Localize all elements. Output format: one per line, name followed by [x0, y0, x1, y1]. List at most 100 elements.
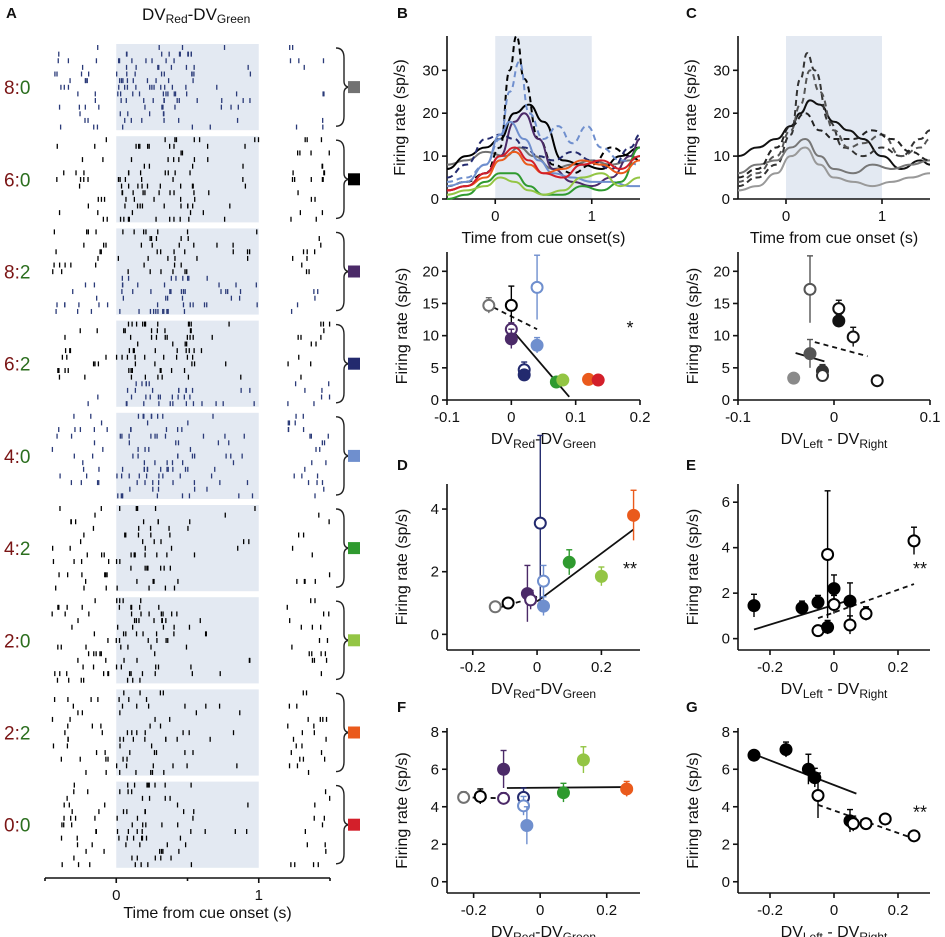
fit-line-solid: [536, 528, 635, 603]
x-tick-label: 1: [878, 208, 886, 225]
data-point: [517, 368, 531, 382]
condition-label: 2:2: [4, 724, 30, 745]
y-tick-label: 6: [431, 761, 439, 778]
stimulus-shading: [116, 689, 259, 776]
data-point: [827, 598, 841, 612]
data-point: [843, 594, 857, 608]
x-axis-label: Time from cue onset (s): [123, 905, 291, 922]
x-tick-label: 0.1: [920, 409, 941, 426]
y-tick-label: 0: [431, 392, 439, 409]
significance-marker: **: [913, 559, 927, 579]
y-axis-label: Firing rate (sp/s): [685, 268, 702, 384]
y-tick-label: 4: [722, 799, 730, 816]
data-point: [556, 786, 570, 800]
y-axis-label: Firing rate (sp/s): [394, 752, 411, 868]
stimulus-shading: [116, 44, 259, 131]
panel-label-c: C: [686, 5, 697, 22]
condition-brace: [335, 416, 351, 496]
y-tick-label: 2: [722, 585, 730, 602]
x-tick-label: 0: [782, 208, 790, 225]
condition-color-swatch: [348, 726, 360, 739]
data-point: [821, 620, 835, 634]
data-point: [795, 601, 809, 615]
x-tick-label: 0: [830, 659, 838, 676]
x-tick-label: 0: [491, 208, 499, 225]
data-point: [801, 762, 815, 776]
x-tick-label: 0.1: [565, 409, 586, 426]
raster-block-5: [51, 413, 329, 499]
x-tick-label: 0: [536, 902, 544, 919]
y-tick-label: 30: [422, 62, 439, 79]
data-point: [501, 596, 515, 610]
y-axis-label: Firing rate (sp/s): [685, 509, 702, 625]
data-point: [803, 282, 817, 296]
data-point: [530, 280, 544, 294]
y-axis-label: Firing rate (sp/s): [394, 509, 411, 625]
condition-label: 8:2: [4, 263, 30, 284]
condition-brace: [335, 692, 351, 773]
condition-color-swatch: [348, 81, 360, 94]
data-point: [846, 330, 860, 344]
significance-marker: *: [626, 318, 633, 338]
y-tick-label: 20: [713, 105, 730, 122]
x-tick-label: 0: [830, 902, 838, 919]
y-tick-label: 6: [722, 761, 730, 778]
data-point: [520, 819, 534, 832]
data-point: [787, 371, 801, 385]
condition-label: 4:0: [4, 447, 30, 468]
condition-brace: [335, 600, 351, 681]
raster-block-8: [51, 690, 328, 775]
x-tick-label: 0: [112, 887, 120, 904]
y-tick-label: 20: [713, 263, 730, 280]
data-point: [870, 374, 884, 388]
y-tick-label: 10: [713, 328, 730, 345]
x-tick-label: -0.2: [460, 659, 486, 676]
data-point: [488, 600, 502, 614]
data-point: [907, 534, 921, 548]
data-point: [473, 789, 487, 803]
y-axis-label: Firing rate (sp/s): [685, 752, 702, 868]
raster-block-1: [54, 45, 325, 130]
x-tick-label: -0.2: [461, 902, 487, 919]
y-tick-label: 0: [722, 392, 730, 409]
y-tick-label: 2: [722, 836, 730, 853]
stimulus-shading: [116, 228, 259, 315]
data-point: [530, 338, 544, 352]
data-point: [537, 574, 550, 588]
y-tick-label: 0: [431, 626, 439, 643]
condition-brace: [335, 508, 351, 588]
psth-line-4-0-solid: [446, 120, 640, 188]
fit-line-dashed: [814, 341, 868, 358]
x-tick-label: 0: [830, 409, 838, 426]
y-tick-label: 10: [422, 148, 439, 165]
condition-brace: [335, 231, 351, 312]
y-tick-label: 4: [431, 799, 439, 816]
panel-label-b: B: [397, 5, 408, 22]
data-point: [779, 743, 793, 757]
panel-f-scatter: 0 2 4 6 8 -0.2 0 0.2 Firing rate (sp/s) DVRed-DVG…: [394, 724, 640, 937]
fit-line-dashed: [817, 804, 915, 840]
condition-label: 2:0: [4, 631, 30, 652]
x-tick-label: -0.2: [757, 902, 783, 919]
x-tick-label: 0.2: [888, 659, 909, 676]
stimulus-shading: [786, 36, 882, 199]
condition-label: 6:0: [4, 170, 30, 191]
x-tick-label: 0.2: [630, 409, 651, 426]
data-point: [627, 508, 641, 522]
panel-a-title: DVRed-DVGreen: [142, 5, 250, 26]
data-point: [457, 790, 471, 804]
y-tick-label: 2: [431, 836, 439, 853]
panel-label-a: A: [6, 5, 17, 22]
psth-line-s5: [737, 146, 931, 192]
psth-line-0-0: [446, 146, 641, 192]
data-point: [907, 829, 921, 843]
x-axis-label: DVRed-DVGreen: [491, 924, 596, 937]
y-tick-label: 10: [713, 148, 730, 165]
data-point: [832, 314, 846, 328]
x-tick-label: 1: [255, 887, 263, 904]
stimulus-shading: [116, 597, 259, 684]
condition-color-swatch: [348, 449, 360, 462]
data-point: [504, 298, 518, 312]
psth-line-2-2: [446, 150, 641, 192]
